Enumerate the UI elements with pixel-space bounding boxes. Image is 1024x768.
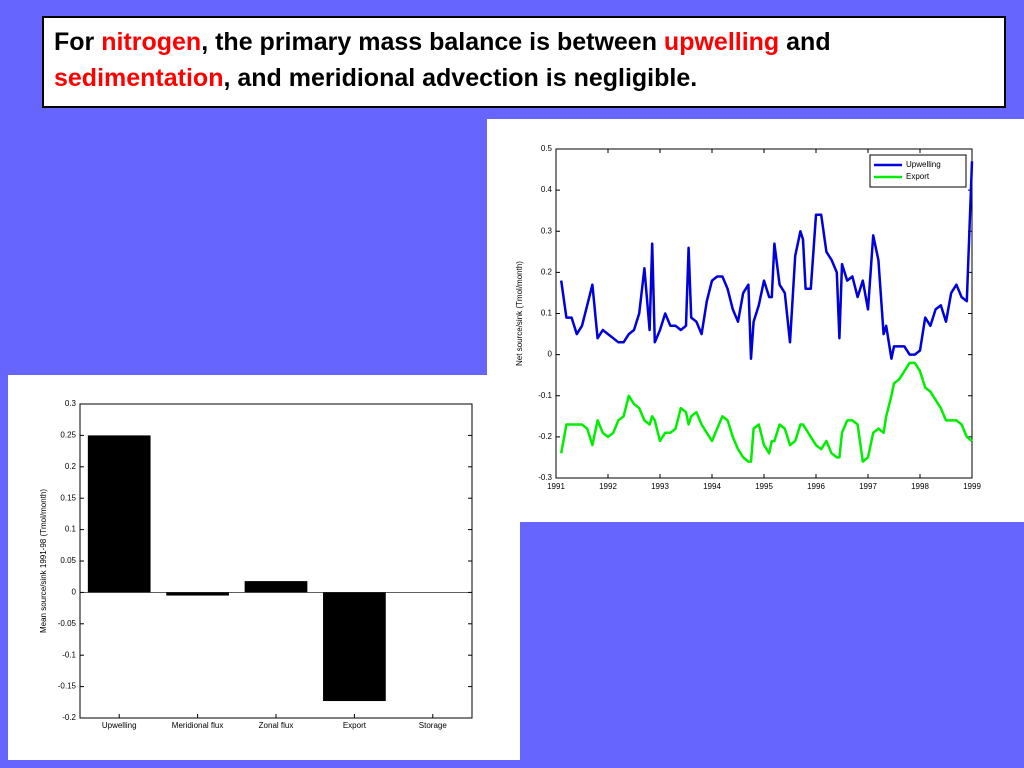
x-tick-label: Upwelling <box>102 721 137 730</box>
y-tick-label: 0.15 <box>60 493 76 502</box>
y-tick-label: 0.5 <box>541 144 553 153</box>
title-text: upwelling <box>663 28 780 56</box>
bar <box>166 592 229 596</box>
y-tick-label: 0.3 <box>541 226 553 235</box>
bar <box>87 435 151 593</box>
x-tick-label: Export <box>343 721 367 730</box>
y-tick-label: 0.4 <box>541 185 553 194</box>
y-tick-label: 0.2 <box>541 267 553 276</box>
y-tick-label: -0.1 <box>62 650 76 659</box>
legend-box <box>869 154 967 188</box>
legend-label: Upwelling <box>906 160 941 169</box>
y-tick-label: -0.3 <box>538 473 552 482</box>
bar-chart: -0.2 -0.15 -0.1 -0.05 0 0.05 0.1 0.15 0.2 0.25 0.3… <box>39 399 473 730</box>
bar-panel <box>8 375 520 760</box>
y-axis-label: Mean source/sink 1991-98 (Tmol/month) <box>39 489 48 633</box>
x-tick-label: 1998 <box>911 482 929 491</box>
x-tick-label: 1999 <box>963 482 981 491</box>
title-box: For nitrogen, the primary mass balance i… <box>42 16 1006 108</box>
x-tick-label: 1994 <box>703 482 721 491</box>
x-tick-label: 1995 <box>755 482 773 491</box>
y-tick-label: 0 <box>72 588 77 597</box>
y-tick-label: -0.2 <box>62 713 76 722</box>
x-tick-label: 1993 <box>651 482 669 491</box>
x-tick-label: 1997 <box>859 482 877 491</box>
legend-label: Export <box>906 172 930 181</box>
y-tick-label: 0.1 <box>65 525 77 534</box>
line-chart: -0.3 -0.2 -0.1 0 0.1 0.2 0.3 0.4 0.5 Net source/s… <box>515 144 981 491</box>
y-tick-label: -0.2 <box>538 432 552 441</box>
title-text: , the primary mass balance is between <box>201 28 664 56</box>
title-text: For <box>54 28 102 56</box>
x-tick-label: 1992 <box>599 482 617 491</box>
y-tick-label: -0.1 <box>538 391 552 400</box>
series-line <box>559 161 974 360</box>
x-tick-label: 1996 <box>807 482 825 491</box>
x-tick-label: Meridional flux <box>172 721 224 730</box>
y-tick-label: 0.3 <box>65 399 77 408</box>
x-tick-label: 1991 <box>547 482 565 491</box>
title-text: and <box>779 28 831 56</box>
x-tick-label: Zonal flux <box>259 721 294 730</box>
y-tick-label: -0.05 <box>58 619 77 628</box>
y-tick-label: 0.25 <box>60 431 76 440</box>
title-line: For nitrogen, the primary mass balance i… <box>54 24 1004 60</box>
y-tick-label: 0 <box>548 350 553 359</box>
y-tick-label: 0.2 <box>65 462 77 471</box>
bar <box>323 592 386 702</box>
title-text: sedimentation <box>54 64 224 92</box>
title-line: sedimentation, and meridional advection … <box>54 60 1004 96</box>
y-tick-label: 0.05 <box>60 556 76 565</box>
title-text: , and meridional advection is negligible… <box>223 64 698 92</box>
bar <box>244 581 308 593</box>
title-text: nitrogen <box>101 28 202 56</box>
y-tick-label: 0.1 <box>541 309 553 318</box>
x-tick-label: Storage <box>419 721 448 730</box>
y-tick-label: -0.15 <box>58 682 77 691</box>
y-axis-label: Net source/sink (Tmol/month) <box>515 261 524 366</box>
series-line <box>559 361 973 463</box>
